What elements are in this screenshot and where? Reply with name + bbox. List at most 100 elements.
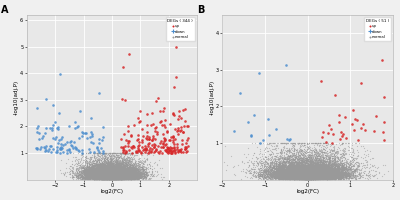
Point <box>298 177 305 181</box>
Point <box>110 174 116 177</box>
Point <box>102 178 108 181</box>
Point <box>277 175 284 178</box>
Point <box>298 177 304 180</box>
Point <box>131 175 138 178</box>
Point <box>107 177 114 180</box>
Point <box>306 177 313 180</box>
Point <box>102 176 108 179</box>
Point <box>115 172 122 175</box>
Point <box>100 170 107 173</box>
Point <box>138 176 144 179</box>
Point <box>113 172 119 175</box>
Point <box>272 169 278 172</box>
Point <box>315 170 322 173</box>
Point <box>280 173 287 176</box>
Point <box>107 176 113 179</box>
Point <box>297 171 304 174</box>
Point <box>122 176 128 179</box>
Point <box>98 169 105 172</box>
Point <box>75 161 81 164</box>
Point <box>310 172 317 175</box>
Point <box>112 172 118 175</box>
Point <box>112 175 118 178</box>
Point <box>84 173 90 176</box>
Point <box>123 177 130 180</box>
Point <box>276 177 282 180</box>
Point <box>148 172 155 175</box>
Point <box>307 169 313 172</box>
Point <box>71 126 78 129</box>
Point <box>280 162 286 166</box>
Point <box>298 170 305 173</box>
Point <box>108 174 114 177</box>
Point <box>96 174 103 177</box>
Point <box>300 173 306 176</box>
Point <box>305 175 312 178</box>
Point <box>269 174 275 177</box>
Point <box>106 151 113 155</box>
Point <box>314 171 321 174</box>
Point <box>311 174 317 177</box>
Point <box>333 162 339 165</box>
Point <box>101 177 107 180</box>
Point <box>314 176 321 180</box>
Point <box>322 174 328 177</box>
Point <box>324 165 330 169</box>
Point <box>88 174 94 177</box>
Point <box>90 171 96 174</box>
Point <box>288 173 294 177</box>
Point <box>105 166 112 170</box>
Point <box>96 164 103 167</box>
Point <box>290 163 296 166</box>
Point <box>337 166 344 169</box>
Point <box>76 177 82 180</box>
Point <box>300 162 306 165</box>
Point <box>126 177 132 180</box>
Point <box>314 175 321 178</box>
Point <box>116 170 123 173</box>
Point <box>335 164 341 167</box>
Point <box>346 171 353 174</box>
Point <box>342 174 349 177</box>
Point <box>92 173 98 176</box>
Point <box>152 170 158 173</box>
Point <box>316 171 323 174</box>
Point <box>87 171 93 174</box>
Point <box>288 175 294 178</box>
Point <box>332 173 338 176</box>
Point <box>102 174 108 177</box>
Point <box>302 174 309 177</box>
Point <box>91 173 97 177</box>
Point <box>120 175 127 178</box>
Point <box>295 164 301 167</box>
Point <box>120 173 127 176</box>
Point <box>106 177 112 180</box>
Point <box>298 176 304 179</box>
Point <box>78 174 85 177</box>
Point <box>339 164 346 167</box>
Point <box>117 158 124 161</box>
Point <box>108 174 115 178</box>
Point <box>320 175 326 179</box>
Point <box>302 158 308 161</box>
Point <box>130 172 136 176</box>
Point <box>134 157 141 161</box>
Point <box>304 178 310 181</box>
Point <box>94 176 101 180</box>
Point <box>107 176 113 179</box>
Point <box>114 167 120 171</box>
Point <box>126 167 132 170</box>
Point <box>321 175 328 178</box>
Point <box>112 167 118 170</box>
Point <box>138 171 144 174</box>
Point <box>311 177 318 181</box>
Point <box>109 177 115 180</box>
Point <box>322 162 328 166</box>
Point <box>306 178 312 181</box>
Point <box>295 172 302 175</box>
Point <box>143 147 149 151</box>
Point <box>291 166 297 169</box>
Point <box>114 172 120 175</box>
Point <box>318 177 324 180</box>
Point <box>313 167 320 170</box>
